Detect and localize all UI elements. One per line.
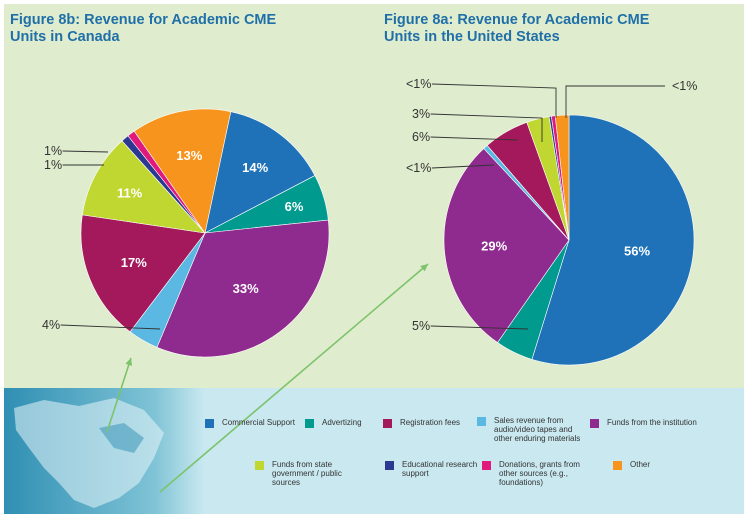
legend-label-sales-revenue: Sales revenue from audio/video tapes and… — [494, 416, 581, 443]
pie-canada-callout-sales-revenue-from-audio-video-tapes-and-other-enduring-materials: 4% — [42, 318, 60, 332]
pie-us-slice-funds-from-the-institution — [443, 148, 570, 343]
chart-title-canada: Figure 8b: Revenue for Academic CME Unit… — [10, 12, 310, 46]
callouts: 4% 1%1% 5% <1% 6% 3% <1% <1% — [42, 77, 697, 333]
pie-canada-slice-registration-fees — [80, 214, 206, 333]
pie-us-callout-educational-research-support: <1% — [406, 77, 431, 91]
legend-item-funds-state: Funds from state government / public sou… — [255, 460, 367, 487]
legend-label-donations: Donations, grants from other sources (e.… — [499, 460, 580, 487]
pie-us-leader-advertizing — [430, 325, 529, 330]
pie-canada-label-funds-from-the-institution: 33% — [233, 281, 259, 296]
chart-title-canada-line2: Units in Canada — [10, 29, 120, 45]
pie-us-callout-advertizing: 5% — [412, 319, 430, 333]
connector-arrows — [106, 263, 429, 493]
pie-us-slice-commercial-support — [531, 114, 695, 366]
pie-us-leader-sales-revenue-from-audio-video-tapes-and-other-enduring-materials — [431, 164, 495, 169]
pie-us-callout-other: <1% — [672, 79, 697, 93]
pie-canada-leader-donations-grants-from-other-sources-e-g-foundations — [62, 150, 109, 153]
legend-label-other: Other — [630, 460, 651, 469]
pie-canada: 14% 6% 33% 17% 11% 13% — [80, 108, 330, 358]
legend-swatch-funds-state — [255, 461, 264, 470]
legend-swatch-registration-fees — [383, 419, 392, 428]
pie-canada-leader-sales-revenue-from-audio-video-tapes-and-other-enduring-materials — [60, 324, 161, 330]
pie-us-callout-sales-revenue-from-audio-video-tapes-and-other-enduring-materials: <1% — [406, 161, 431, 175]
pie-us-leader-funds-from-state-government-public-sources — [430, 113, 543, 142]
legend: Commercial Support Advertizing Registratio… — [205, 410, 725, 500]
chart-title-us-line2: Units in the United States — [384, 29, 560, 45]
legend-swatch-sales-revenue — [477, 417, 486, 426]
legend-swatch-donations — [482, 461, 491, 470]
legend-item-other: Other — [613, 460, 725, 470]
legend-swatch-commercial-support — [205, 419, 214, 428]
legend-label-registration-fees: Registration fees — [400, 418, 461, 427]
arrow-to-us — [159, 263, 429, 493]
legend-swatch-other — [613, 461, 622, 470]
legend-swatch-educational-research — [385, 461, 394, 470]
pie-canada-slice-funds-from-state-government-public-sources — [81, 140, 206, 234]
pie-canada-label-other: 13% — [176, 148, 202, 163]
legend-swatch-funds-institution — [590, 419, 599, 428]
north-america-map — [4, 388, 204, 514]
legend-swatch-advertizing — [305, 419, 314, 428]
pie-us-slice-other — [554, 114, 570, 241]
legend-label-funds-state: Funds from state government / public sou… — [272, 460, 342, 487]
pie-canada-slice-other — [133, 108, 232, 234]
pie-us-leader-other — [565, 85, 665, 118]
pie-canada-slice-commercial-support — [204, 111, 316, 234]
chart-title-canada-line1: Figure 8b: Revenue for Academic CME — [10, 12, 277, 28]
chart-title-us: Figure 8a: Revenue for Academic CME Unit… — [384, 12, 714, 46]
arrow-to-canada — [106, 357, 133, 433]
legend-item-registration-fees: Registration fees — [383, 418, 495, 428]
legend-item-funds-institution: Funds from the institution — [590, 418, 702, 428]
pie-canada-callout-donations-grants-from-other-sources-e-g-foundations: 1% — [44, 144, 62, 158]
legend-label-commercial-support: Commercial Support — [222, 418, 295, 427]
legend-label-funds-institution: Funds from the institution — [607, 418, 697, 427]
chart-title-us-line1: Figure 8a: Revenue for Academic CME — [384, 12, 650, 28]
pie-us-leader-educational-research-support — [431, 83, 557, 118]
legend-label-educational-research: Educational research support — [402, 460, 478, 478]
legend-item-donations: Donations, grants from other sources (e.… — [482, 460, 594, 487]
pie-us: 56% 29% — [443, 114, 695, 366]
pie-us-callout-funds-from-state-government-public-sources: 3% — [412, 107, 430, 121]
pie-us-label-commercial-support: 56% — [624, 243, 650, 258]
legend-label-advertizing: Advertizing — [322, 418, 362, 427]
pie-canada-label-advertizing: 6% — [285, 199, 304, 214]
pie-us-label-funds-from-the-institution: 29% — [481, 238, 507, 253]
pie-canada-callout-educational-research-support: 1% — [44, 158, 62, 172]
pie-canada-slice-funds-from-the-institution — [156, 219, 330, 358]
legend-item-advertizing: Advertizing — [305, 418, 417, 428]
pie-canada-label-registration-fees: 17% — [121, 255, 147, 270]
legend-item-commercial-support: Commercial Support — [205, 418, 317, 428]
legend-band — [4, 388, 744, 514]
pie-us-callout-registration-fees: 6% — [412, 130, 430, 144]
pie-canada-label-funds-from-state-government-public-sources: 11% — [117, 186, 143, 201]
pie-us-leader-registration-fees — [430, 136, 519, 141]
legend-item-sales-revenue: Sales revenue from audio/video tapes and… — [477, 416, 589, 443]
legend-item-educational-research: Educational research support — [385, 460, 497, 478]
pie-canada-label-commercial-support: 14% — [242, 160, 268, 175]
